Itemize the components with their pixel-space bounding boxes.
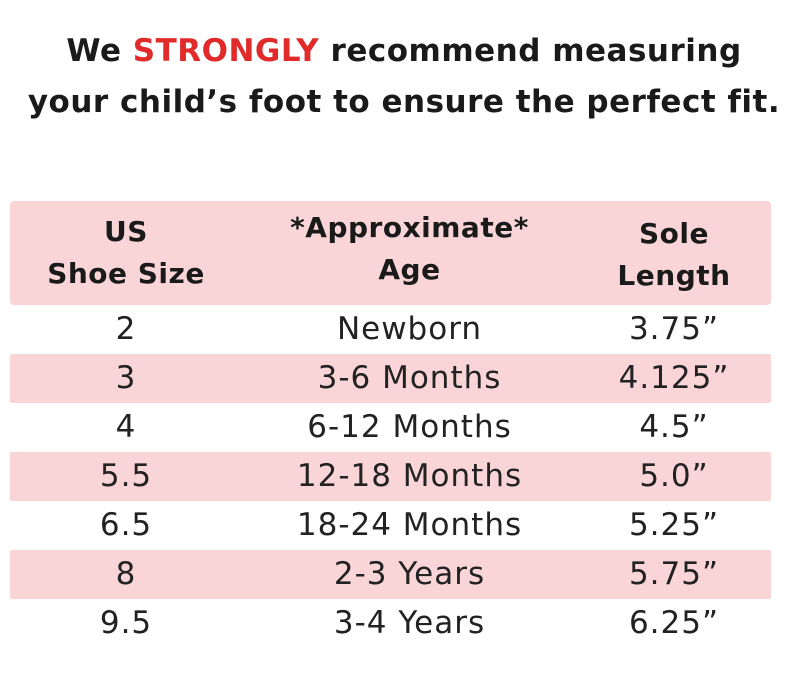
cell-sole-length: 5.0” — [639, 458, 709, 494]
column-header-line: *Approximate* — [290, 211, 529, 244]
table-row: 9.5 3-4 Years 6.25” — [10, 599, 771, 648]
size-chart-table: US Shoe Size *Approximate* Age Sole Leng… — [10, 201, 771, 648]
headline-text-pre: We — [66, 33, 133, 69]
cell-age: 2-3 Years — [333, 556, 486, 592]
cell-age: Newborn — [336, 311, 483, 347]
table-row: 4 6-12 Months 4.5” — [10, 403, 771, 452]
cell-age: 3-4 Years — [333, 605, 486, 641]
cell-sole-length: 4.125” — [618, 360, 730, 396]
cell-age: 18-24 Months — [296, 507, 523, 543]
table-row: 6.5 18-24 Months 5.25” — [10, 501, 771, 550]
headline-emphasis: STRONGLY — [132, 33, 320, 69]
column-header-line: Sole — [639, 217, 709, 250]
column-header-line: Shoe Size — [47, 257, 205, 290]
cell-shoe-size: 4 — [115, 409, 137, 445]
column-header-us-shoe-size: US Shoe Size — [10, 211, 242, 295]
cell-sole-length: 5.75” — [628, 556, 720, 592]
cell-shoe-size: 3 — [115, 360, 137, 396]
cell-shoe-size: 9.5 — [99, 605, 153, 641]
column-header-line: US — [104, 215, 148, 248]
table-header-row: US Shoe Size *Approximate* Age Sole Leng… — [10, 201, 771, 305]
column-header-line: Length — [617, 259, 731, 292]
cell-sole-length: 6.25” — [628, 605, 720, 641]
table-row: 5.5 12-18 Months 5.0” — [10, 452, 771, 501]
table-row: 2 Newborn 3.75” — [10, 305, 771, 354]
cell-age: 12-18 Months — [296, 458, 523, 494]
column-header-approximate-age: *Approximate* Age — [242, 207, 577, 291]
cell-sole-length: 3.75” — [628, 311, 720, 347]
table-row: 8 2-3 Years 5.75” — [10, 550, 771, 599]
cell-age: 3-6 Months — [317, 360, 502, 396]
cell-age: 6-12 Months — [307, 409, 512, 445]
cell-sole-length: 5.25” — [628, 507, 720, 543]
cell-shoe-size: 8 — [115, 556, 137, 592]
column-header-sole-length: Sole Length — [577, 213, 771, 297]
cell-shoe-size: 5.5 — [99, 458, 153, 494]
headline-text-post: recommend measuring — [319, 33, 742, 69]
table-row: 3 3-6 Months 4.125” — [10, 354, 771, 403]
cell-shoe-size: 6.5 — [99, 507, 153, 543]
cell-sole-length: 4.5” — [639, 409, 709, 445]
headline-line-1: We STRONGLY recommend measuring — [0, 36, 808, 67]
column-header-line: Age — [378, 253, 441, 286]
headline-line-2: your child’s foot to ensure the perfect … — [27, 84, 781, 120]
cell-shoe-size: 2 — [115, 311, 137, 347]
